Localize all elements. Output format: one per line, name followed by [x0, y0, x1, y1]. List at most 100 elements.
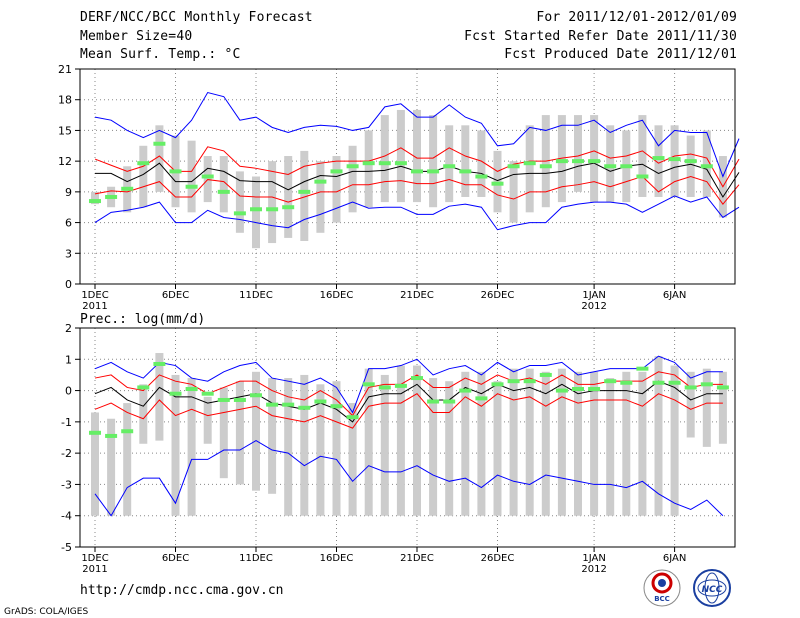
observed-marker [362, 382, 375, 387]
ncc-logo-text: NCC [702, 585, 723, 595]
observed-marker [330, 404, 343, 409]
forecast-period: For 2011/12/01-2012/01/09 [536, 10, 737, 25]
observed-marker [185, 387, 198, 392]
x-tick-year-label: 2011 [82, 301, 107, 312]
observed-marker [700, 164, 713, 169]
spread-bar [123, 403, 132, 516]
y-tick-label: -4 [61, 510, 72, 523]
x-tick-label: 26DEC [481, 290, 515, 301]
spread-bar [686, 135, 695, 197]
member-size: Member Size=40 [80, 29, 193, 44]
spread-bar [477, 130, 486, 197]
observed-marker [89, 430, 101, 435]
observed-marker [282, 205, 295, 210]
bcc-logo: BCC [643, 569, 681, 607]
spread-bar [477, 371, 486, 516]
spread-bar [574, 371, 582, 516]
x-tick-label: 11DEC [239, 553, 273, 564]
x-tick-year-label: 2011 [82, 564, 107, 575]
x-tick-label: 1DEC [81, 553, 108, 564]
y-tick-label: 15 [58, 124, 72, 137]
x-tick-year-label: 2012 [581, 564, 606, 575]
observed-marker [201, 174, 214, 179]
observed-marker [427, 399, 440, 404]
spread-bar [187, 378, 196, 516]
observed-marker [394, 383, 407, 388]
observed-marker [330, 169, 343, 174]
spread-bar [284, 156, 293, 238]
observed-marker [169, 391, 182, 396]
spread-bar [445, 125, 454, 203]
y-tick-label: 0 [65, 278, 72, 291]
spread-bar [91, 412, 99, 516]
source-url[interactable]: http://cmdp.ncc.cma.gov.cn [80, 583, 284, 598]
y-tick-label: 1 [65, 353, 72, 366]
observed-marker [668, 157, 681, 162]
observed-marker [121, 429, 134, 434]
observed-marker [620, 380, 633, 385]
observed-marker [217, 189, 230, 194]
observed-marker [233, 211, 246, 216]
spread-bar [171, 374, 180, 516]
spread-bar [284, 378, 293, 516]
spread-bar [638, 371, 647, 516]
spread-bar [638, 115, 647, 197]
observed-marker [491, 181, 504, 186]
produced-date: Fcst Produced Date 2011/12/01 [504, 47, 737, 62]
spread-bar [493, 381, 502, 516]
spread-bar [380, 374, 389, 516]
x-tick-year-label: 2012 [581, 301, 606, 312]
spread-bar [219, 387, 228, 479]
y-tick-label: 2 [65, 322, 72, 335]
spread-bar [461, 371, 470, 516]
y-tick-label: 0 [65, 385, 72, 398]
spread-bar [413, 365, 421, 516]
observed-marker [89, 199, 101, 204]
y-tick-label: -3 [61, 478, 72, 491]
spread-bar [348, 145, 357, 213]
observed-marker [523, 161, 536, 166]
spread-bar [364, 368, 373, 516]
spread-bar [219, 156, 228, 213]
spread-bar [509, 161, 518, 223]
observed-marker [298, 405, 311, 410]
observed-marker [121, 186, 134, 191]
spread-bar [557, 115, 566, 203]
lower-std-line [94, 393, 723, 429]
max-line [94, 355, 723, 414]
observed-marker [475, 174, 488, 179]
observed-marker [684, 385, 697, 390]
observed-marker [539, 164, 552, 169]
spread-bar [187, 140, 196, 213]
y-tick-label: 21 [58, 63, 72, 76]
spread-bar [525, 368, 534, 516]
spread-bar [139, 145, 148, 208]
observed-marker [137, 161, 150, 166]
observed-marker [137, 385, 150, 390]
plot-frame [79, 327, 736, 548]
observed-marker [507, 164, 520, 169]
observed-marker [507, 379, 520, 384]
observed-marker [411, 376, 423, 381]
x-tick-label: 21DEC [400, 553, 434, 564]
observed-marker [153, 361, 166, 366]
y-tick-label: 9 [65, 186, 72, 199]
observed-marker [314, 399, 327, 404]
spread-bar [590, 115, 599, 203]
y-tick-label: 12 [58, 155, 72, 168]
spread-bar [235, 381, 244, 485]
observed-marker [700, 382, 713, 387]
observed-marker [459, 388, 472, 393]
lower-std-line [94, 175, 740, 205]
y-tick-label: -5 [61, 541, 72, 554]
observed-marker [266, 402, 279, 407]
spread-bar [445, 381, 454, 516]
observed-marker [427, 169, 440, 174]
observed-marker [652, 156, 665, 161]
min-line [94, 195, 740, 231]
observed-marker [636, 366, 649, 371]
spread-bar [606, 378, 615, 516]
observed-marker [443, 399, 456, 404]
